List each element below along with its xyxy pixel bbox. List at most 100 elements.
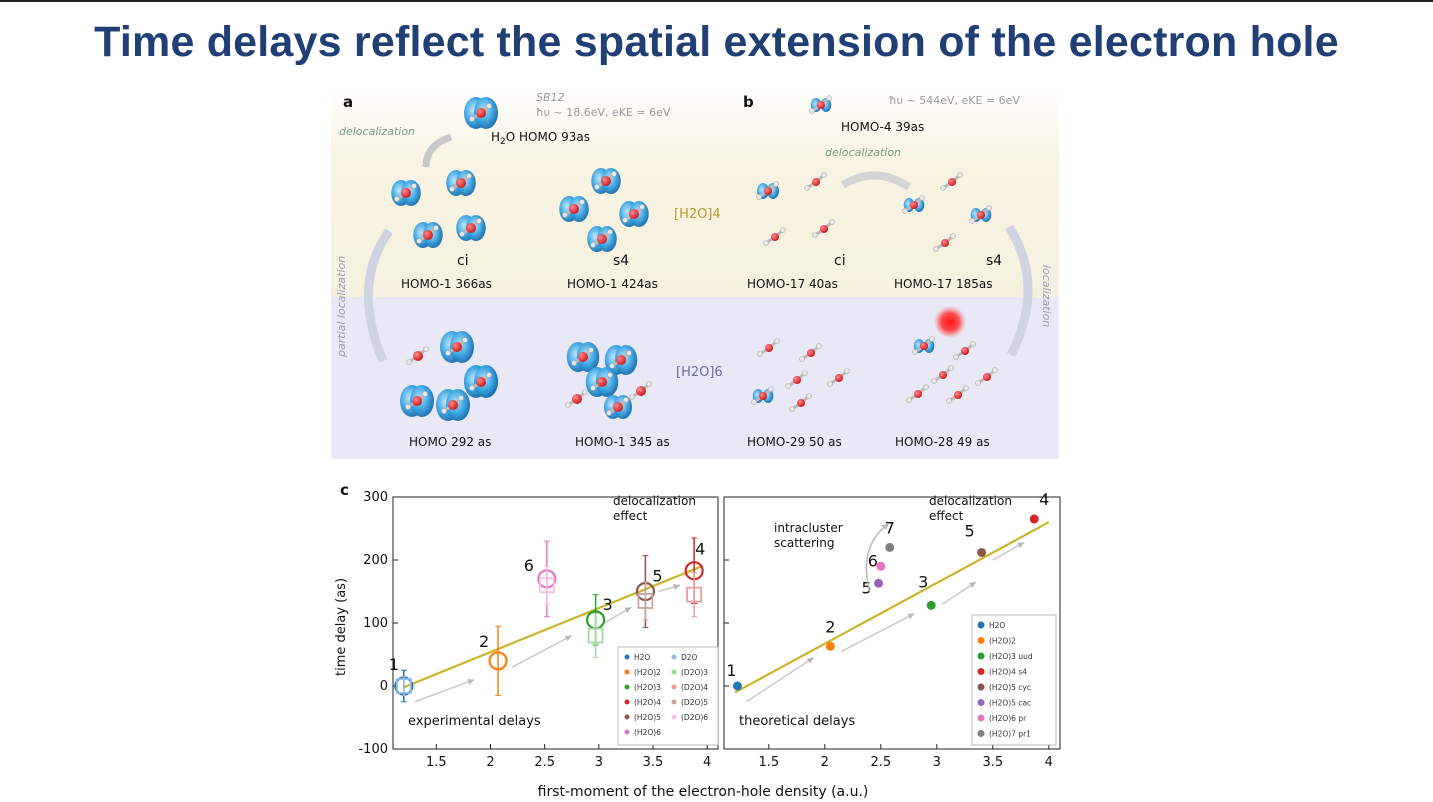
legend-label: H2O	[634, 653, 650, 662]
water-molecule	[604, 345, 638, 375]
legend-label: H2O	[989, 621, 1005, 630]
trend-arrow-head	[624, 607, 632, 614]
x-tick-label: 4	[1045, 755, 1053, 770]
homo29-caption: HOMO-29 50 as	[747, 435, 842, 449]
legend-marker	[624, 699, 630, 705]
x-tick-label: 1.5	[426, 755, 447, 770]
panel-b-delocalization: delocalization	[825, 146, 901, 159]
delocalization-note: delocalization	[613, 494, 696, 508]
top-border-line	[0, 0, 1433, 2]
trend-arrow-head	[907, 613, 915, 620]
x-tick-label: 2.5	[870, 755, 891, 770]
water-molecule	[785, 370, 808, 389]
legend: H2O (H2O)2 (H2O)3 (H2O)4 (H2O)5 (H2O)6 D2O (D2O…	[617, 646, 719, 746]
legend-label: (H2O)3 uud	[989, 652, 1033, 661]
water-molecule	[456, 215, 486, 241]
water-molecule	[827, 368, 850, 387]
legend-box	[971, 614, 1057, 746]
legend-label: (H2O)2	[989, 637, 1016, 646]
homo17-ci-caption: HOMO-17 40as	[747, 277, 838, 291]
water-molecule	[756, 181, 779, 200]
trend-arrow-head	[806, 657, 814, 664]
water-molecule	[763, 227, 786, 246]
water-molecule	[789, 393, 812, 412]
panel-a-top-label: H2O HOMO 93as	[491, 130, 590, 147]
data-point-square	[637, 593, 654, 609]
legend-marker	[671, 654, 677, 660]
legend-label: (H2O)3	[634, 683, 661, 692]
homo17-s4-caption: HOMO-17 185as	[894, 277, 993, 291]
legend-marker	[624, 684, 630, 690]
x-tick-label: 1.5	[758, 755, 779, 770]
x-tick-label: 4	[703, 755, 711, 770]
legend-label: (H2O)5	[634, 713, 661, 722]
ci-label-a: ci	[457, 253, 469, 269]
trend-arrow-head	[1017, 542, 1025, 549]
y-tick-label: 200	[363, 553, 388, 568]
legend-marker	[977, 652, 985, 660]
water-molecule	[912, 336, 935, 355]
panel-b-energy-label: ħυ ~ 544eV, eKE = 6eV	[889, 94, 1020, 107]
legend-marker	[977, 668, 985, 675]
homo1-345-caption: HOMO-1 345 as	[575, 435, 670, 449]
water-molecule	[604, 395, 632, 419]
trend-arrow-head	[673, 584, 681, 590]
legend-label: (D2O)5	[681, 698, 708, 707]
water-molecule	[591, 168, 621, 194]
data-point-square	[587, 627, 604, 644]
hole-glow	[934, 306, 966, 338]
data-point-square	[686, 586, 703, 603]
molecular-orbital-figure: a SB12 ħυ ~ 18.6eV, eKE = 6eV H2O HOMO 9…	[331, 85, 1059, 459]
water-molecule	[464, 366, 498, 398]
trend-arrow	[511, 634, 573, 668]
trend-arrow	[941, 581, 977, 605]
intracluster-note: intracluster	[774, 521, 843, 535]
ci-label-b: ci	[834, 253, 846, 269]
data-point-circle	[488, 651, 508, 671]
water-molecule	[566, 342, 600, 372]
water-molecule	[812, 219, 835, 238]
water-molecule	[440, 331, 474, 363]
intracluster-note: scattering	[774, 536, 835, 550]
water-molecule	[975, 367, 998, 386]
water-molecule	[619, 201, 649, 227]
legend-marker	[671, 699, 677, 705]
legend-marker	[977, 699, 985, 706]
water-molecule	[931, 365, 954, 384]
point-label: 2	[479, 632, 489, 651]
panel-a-energy-label: ħυ ~ 18.6eV, eKE = 6eV	[536, 106, 671, 119]
legend-marker	[624, 654, 630, 660]
y-tick-label: 300	[363, 490, 388, 505]
data-point-square	[395, 678, 412, 694]
water-molecule	[587, 226, 617, 252]
data-point	[876, 561, 886, 571]
water-molecule	[391, 180, 421, 206]
water-molecule	[799, 343, 822, 362]
trend-arrow-head	[467, 679, 475, 685]
point-label: 2	[825, 617, 835, 636]
y-tick-label: 100	[363, 616, 388, 631]
panel-caption: theoretical delays	[739, 714, 855, 729]
water-molecule	[757, 338, 780, 357]
y-axis-label: time delay (as)	[334, 578, 349, 676]
legend-label: (D2O)4	[681, 683, 708, 692]
water-molecule	[446, 170, 476, 196]
water-molecule	[933, 233, 956, 252]
s4-label-b: s4	[986, 253, 1002, 269]
water-molecule	[400, 385, 434, 417]
legend-label: (H2O)6 pr	[989, 714, 1027, 723]
water-molecule	[629, 381, 652, 400]
water-molecule	[406, 346, 429, 365]
slide-title: Time delays reflect the spatial extensio…	[94, 18, 1339, 66]
water-molecule	[906, 384, 929, 403]
point-label: 1	[726, 661, 736, 680]
homo28-caption: HOMO-28 49 as	[895, 435, 990, 449]
trend-arrow-head	[564, 635, 572, 642]
water-molecule	[969, 205, 992, 224]
band-top	[331, 85, 1059, 297]
data-point	[977, 547, 987, 557]
x-tick-label: 2	[821, 755, 829, 770]
x-tick-label: 3	[933, 755, 941, 770]
data-point	[732, 681, 742, 691]
legend-label: (H2O)4	[634, 698, 661, 707]
